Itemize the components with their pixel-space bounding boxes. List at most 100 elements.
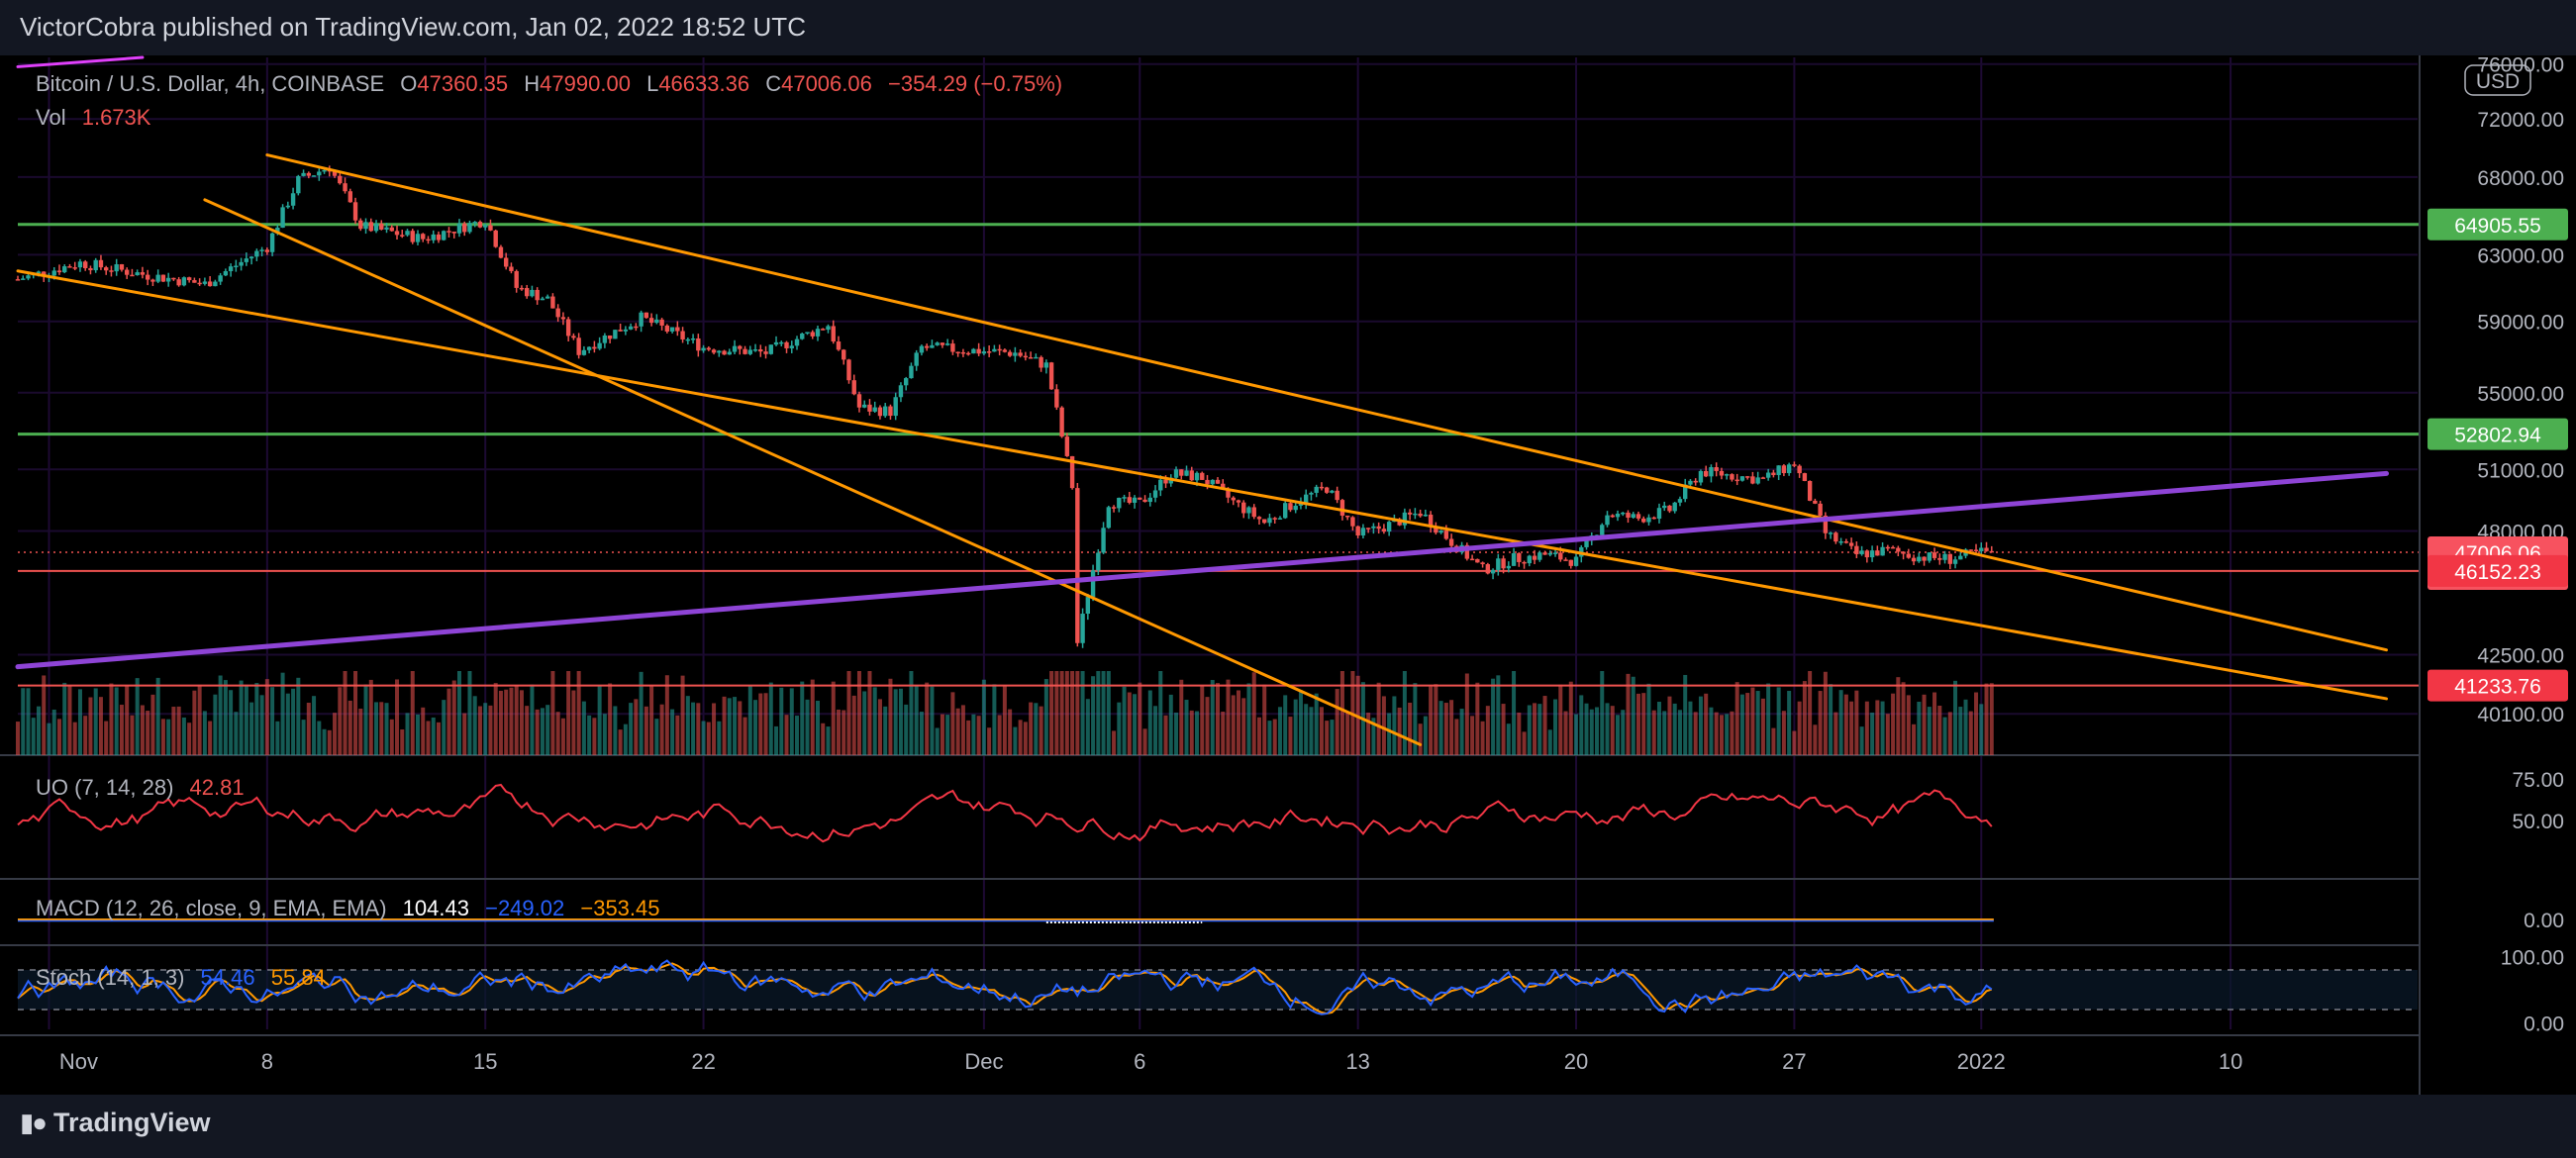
volume-bar [483,703,488,755]
volume-bar [560,718,565,755]
volume-bar [1205,697,1210,755]
volume-bar [1277,707,1282,755]
volume-bar [717,721,722,755]
volume-bar [789,688,794,755]
candles [15,165,1994,648]
candle-body [1013,352,1018,356]
candle-body [1952,559,1958,564]
trendline-purple-3[interactable] [15,470,2390,670]
trendline-orange-0[interactable] [265,153,2389,652]
candle-body [150,279,155,282]
candle-body [690,338,696,340]
volume-bar [1366,713,1371,755]
candle-body [103,267,109,271]
volume-bar [1429,686,1434,755]
candle-body [1667,505,1672,512]
volume-bar [1091,676,1096,755]
volume-bar [1616,715,1620,755]
stoch-tick-label: 100.00 [2501,947,2564,970]
candle-body [675,327,680,332]
candle-body [1605,515,1610,526]
candle-body [1635,514,1641,519]
volume-bar [77,689,82,755]
volume-bar [192,690,197,755]
candle-body [794,338,800,346]
close-label: C [765,71,782,96]
volume-bar [239,680,244,755]
candle-body [1002,349,1008,352]
volume-bar [618,729,623,755]
candle-body [1028,356,1034,359]
candle-body [1434,527,1438,533]
y-tick-label: 68000.00 [2477,167,2564,190]
volume-bar [722,696,727,755]
candle-body [1542,552,1547,555]
candle-body [1090,570,1096,598]
candle-body [1744,476,1750,478]
candle-body [1448,538,1454,546]
volume-bar [1885,714,1890,755]
volume-bar [1112,730,1117,755]
candle-body [1911,557,1917,562]
candle-body [228,266,234,271]
candle-body [1371,526,1376,529]
trendline-orange-2[interactable] [203,198,1423,746]
candle-body [1843,541,1849,543]
volume-bar [1958,707,1963,755]
volume-bar [31,718,36,755]
volume-bar [758,693,763,755]
volume-bar [1854,690,1859,755]
tradingview-logo[interactable]: ▮● TradingView [20,1108,211,1138]
candle-body [696,338,701,351]
candle-body [1241,502,1246,514]
trendline-magenta-4[interactable] [16,55,145,68]
volume-bar [1138,682,1142,755]
candle-body [634,326,639,329]
volume-bar [1947,712,1952,755]
candle-body [42,271,47,277]
candle-body [98,259,104,268]
chart-area[interactable]: 76000.00 72000.00 68000.00 63000.00 59000.00… [0,54,2576,1095]
volume-bar [1818,691,1823,755]
volume-bar [1319,707,1324,755]
symbol-name: Bitcoin / U.S. Dollar, 4h, COINBASE [36,71,385,96]
currency-badge[interactable] [2464,64,2531,96]
volume-bar [1397,707,1402,755]
candle-body [1339,500,1345,516]
volume-bar [1750,687,1755,755]
volume-bar [421,707,426,755]
volume-bar [1117,702,1122,755]
candle-body [1739,476,1745,481]
trendline-orange-1[interactable] [16,269,2389,701]
y-tick-label: 72000.00 [2477,109,2564,132]
candle-body [1309,492,1314,495]
candle-body [747,349,752,354]
volume-bar [119,705,124,755]
volume-bar [1542,696,1547,755]
volume-bar [1480,721,1485,755]
chart-svg[interactable]: 76000.0072000.0068000.0063000.0059000.00… [0,54,2576,1095]
volume-bar [545,705,550,755]
volume-bar [960,705,965,755]
candle-body [732,345,738,352]
volume-bar [1776,687,1781,755]
volume-bar [1787,691,1792,755]
volume-bar [1064,671,1069,755]
top-bar [0,0,2576,55]
volume-bar [1635,693,1640,755]
volume-bar [727,698,732,755]
candle-body [1075,488,1080,643]
candle-body [992,348,997,352]
volume-bar [98,697,103,755]
candle-body [322,169,327,172]
volume-bar [83,716,88,755]
volume-bar [909,671,914,755]
volume-bar [1838,690,1843,755]
volume-bar [1054,671,1059,755]
x-tick-label: 10 [2219,1049,2242,1074]
volume-bar [1698,696,1703,755]
volume-bar [1018,720,1023,755]
volume-bar [602,714,607,755]
candle-body [135,272,140,276]
candle-body [1947,553,1952,564]
